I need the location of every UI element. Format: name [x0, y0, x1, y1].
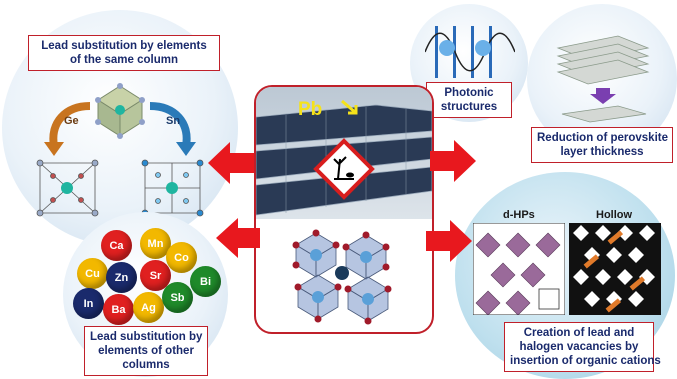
arrow-to-same-column	[208, 142, 254, 184]
diagonal-arrow-icon	[341, 99, 358, 115]
hollow-title: Hollow	[596, 209, 633, 221]
element-ba: Ba	[103, 294, 134, 325]
element-in: In	[73, 288, 104, 319]
element-zn: Zn	[106, 262, 137, 293]
solar-panels-image: Pb	[256, 87, 432, 219]
pb-label: Pb	[298, 99, 322, 120]
element-cu: Cu	[77, 258, 108, 289]
layer-thickness-label: Reduction of perovskite layer thickness	[531, 127, 673, 163]
element-sb: Sb	[162, 282, 193, 313]
same-column-structures: Ge Sn	[36, 83, 204, 217]
lead-perovskite-frame: Pb	[254, 85, 434, 334]
ge-curved-arrow	[49, 102, 91, 147]
arrow-to-vacancies	[426, 220, 472, 262]
other-columns-label: Lead substitution by elements of other c…	[84, 326, 208, 376]
perovskite-crystal-image	[292, 229, 392, 325]
down-arrow-icon	[590, 88, 616, 104]
element-ca: Ca	[101, 230, 132, 261]
sn-structure	[141, 159, 204, 217]
ge-structure	[36, 159, 99, 217]
top-perovskite-structure	[95, 83, 145, 139]
arrow-to-other-columns	[216, 218, 260, 258]
arrow-to-photonic	[430, 140, 476, 182]
sn-curved-arrow	[149, 102, 191, 147]
dhps-structure-image	[473, 223, 565, 315]
vacancies-label: Creation of lead and halogen vacancies b…	[504, 322, 661, 372]
same-column-label: Lead substitution by elements of the sam…	[28, 35, 220, 71]
photonic-label: Photonic structures	[426, 82, 512, 118]
layer-stack-image	[556, 35, 650, 123]
element-mn: Mn	[140, 228, 171, 259]
sn-label: Sn	[166, 115, 180, 127]
environment-hazard-icon	[313, 138, 375, 200]
photonic-structures-image	[425, 26, 515, 78]
element-ag: Ag	[133, 292, 164, 323]
hollow-structure-image	[569, 223, 661, 315]
element-co: Co	[166, 242, 197, 273]
dhps-title: d-HPs	[503, 209, 535, 221]
element-bi: Bi	[190, 266, 221, 297]
ge-label: Ge	[64, 115, 79, 127]
